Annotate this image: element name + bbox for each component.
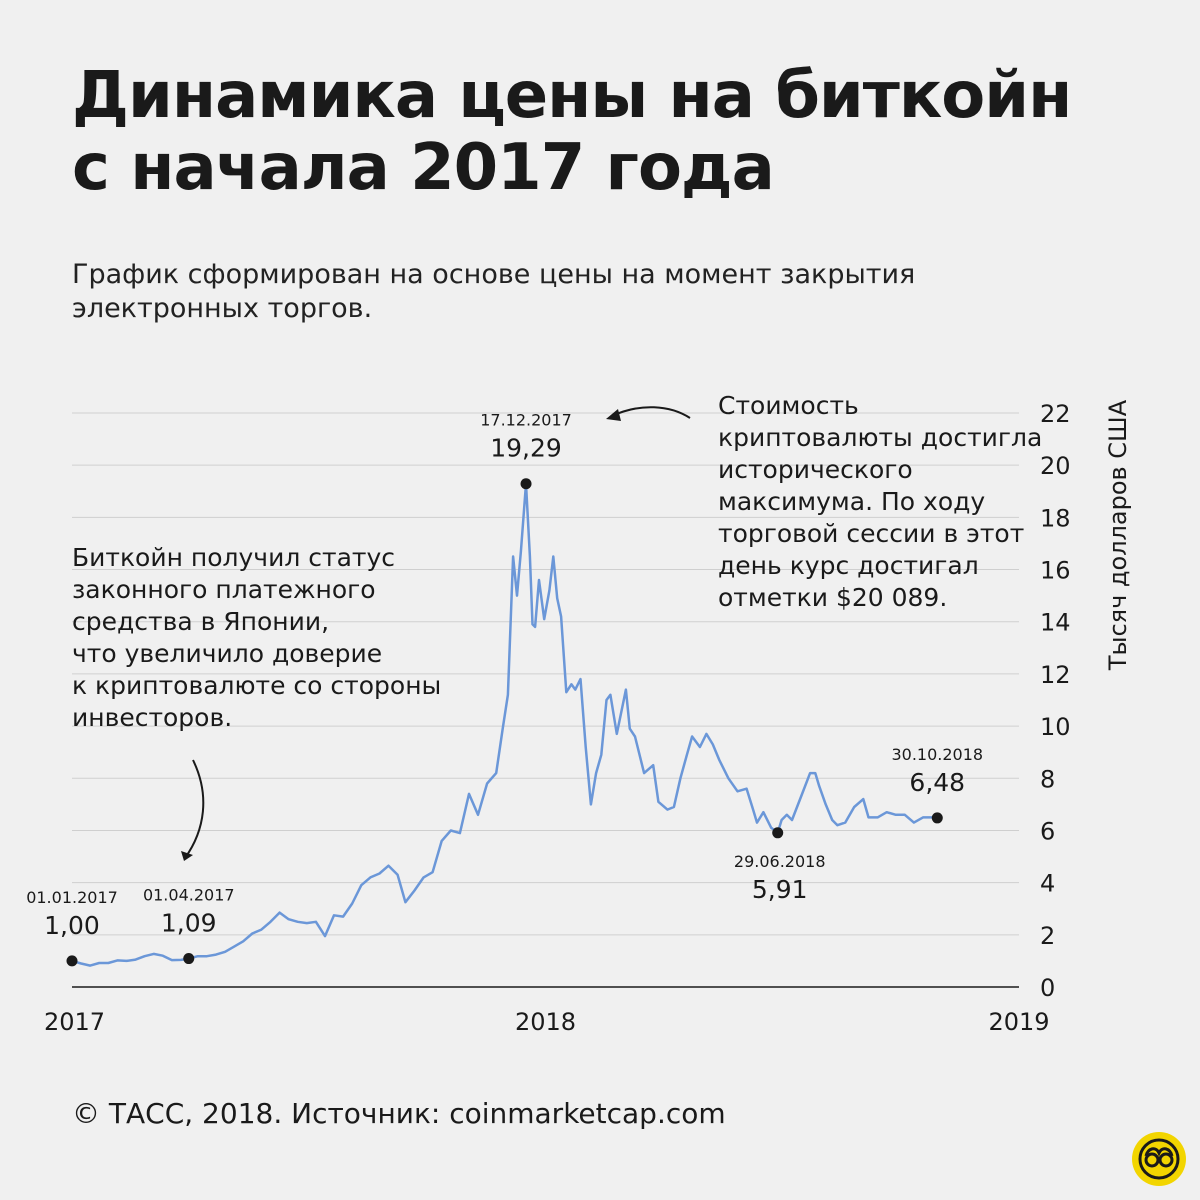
y-tick-label: 6 bbox=[1040, 817, 1055, 845]
y-axis-label: Тысяч долларов США bbox=[1104, 399, 1132, 671]
annotation-japan: Биткойн получил статус законного платежн… bbox=[72, 542, 441, 734]
subtitle-line-1: График сформирован на основе цены на мом… bbox=[72, 259, 916, 290]
price-marker-dot bbox=[520, 478, 532, 490]
marker-date-label: 01.01.2017 bbox=[26, 888, 118, 907]
annotation-peak: Стоимость криптовалюты достигла историче… bbox=[718, 390, 1042, 614]
marker-value-label: 1,09 bbox=[161, 909, 217, 938]
price-markers: 01.01.2017 1,00 01.04.2017 1,09 17.12.2017 19… bbox=[26, 411, 983, 967]
axis-ticks: 0 2 4 6 8 10 12 14 16 18 20 22 2017 2018 2019 bbox=[44, 400, 1071, 1036]
grid bbox=[72, 412, 1019, 988]
annotation-peak-line: торговой сессии в этот bbox=[718, 519, 1025, 548]
annotation-peak-line: Стоимость bbox=[718, 391, 859, 420]
marker-date-label: 01.04.2017 bbox=[143, 886, 235, 905]
annotation-peak-line: день курс достигал bbox=[718, 551, 979, 580]
annotation-peak-line: отметки $20 089. bbox=[718, 583, 948, 612]
title-line-2: с начала 2017 года bbox=[72, 131, 775, 205]
tass-logo-icon bbox=[1132, 1132, 1186, 1186]
y-tick-label: 8 bbox=[1040, 765, 1055, 793]
y-tick-label: 22 bbox=[1040, 400, 1071, 428]
marker-value-label: 1,00 bbox=[44, 911, 100, 940]
y-tick-label: 12 bbox=[1040, 661, 1071, 689]
y-tick-label: 18 bbox=[1040, 504, 1071, 532]
x-tick-label: 2017 bbox=[44, 1008, 105, 1036]
y-tick-label: 20 bbox=[1040, 452, 1071, 480]
annotation-japan-line: к криптовалюте со стороны bbox=[72, 671, 442, 700]
annotation-japan-line: Биткойн получил статус bbox=[72, 543, 395, 572]
marker-value-label: 5,91 bbox=[752, 875, 808, 904]
annotation-japan-line: инвесторов. bbox=[72, 703, 233, 732]
y-tick-label: 10 bbox=[1040, 713, 1071, 741]
marker-date-label: 30.10.2018 bbox=[891, 745, 983, 764]
y-tick-label: 0 bbox=[1040, 974, 1055, 1002]
title-line-1: Динамика цены на биткойн bbox=[72, 59, 1072, 133]
price-marker-dot bbox=[931, 812, 943, 824]
y-tick-label: 16 bbox=[1040, 557, 1071, 585]
japan-arrow bbox=[184, 759, 205, 859]
y-tick-label: 2 bbox=[1040, 922, 1055, 950]
x-tick-label: 2019 bbox=[988, 1008, 1049, 1036]
subtitle-line-2: электронных торгов. bbox=[72, 293, 373, 324]
subtitle: График сформирован на основе цены на мом… bbox=[72, 258, 1072, 326]
marker-value-label: 19,29 bbox=[490, 434, 562, 463]
annotation-japan-line: что увеличило доверие bbox=[72, 639, 383, 668]
annotation-japan-line: средства в Японии, bbox=[72, 607, 330, 636]
x-tick-label: 2018 bbox=[515, 1008, 576, 1036]
y-tick-label: 4 bbox=[1040, 870, 1055, 898]
marker-date-label: 29.06.2018 bbox=[734, 852, 826, 871]
marker-value-label: 6,48 bbox=[909, 768, 965, 797]
annotation-peak-line: максимума. По ходу bbox=[718, 487, 986, 516]
japan-arrowhead bbox=[181, 851, 193, 861]
annotation-arrows bbox=[181, 406, 691, 861]
y-tick-label: 14 bbox=[1040, 609, 1071, 637]
price-marker-dot bbox=[772, 827, 784, 839]
annotation-japan-line: законного платежного bbox=[72, 575, 376, 604]
peak-arrowhead bbox=[606, 409, 621, 421]
peak-arrow bbox=[611, 406, 691, 419]
price-marker-dot bbox=[183, 953, 195, 965]
annotation-peak-line: криптовалюты достигла bbox=[718, 423, 1043, 452]
price-marker-dot bbox=[66, 955, 78, 967]
page-title: Динамика цены на биткойн с начала 2017 г… bbox=[72, 60, 1152, 204]
marker-date-label: 17.12.2017 bbox=[480, 411, 572, 430]
price-line bbox=[71, 482, 938, 967]
annotation-peak-line: исторического bbox=[718, 455, 913, 484]
source-footer: © ТАСС, 2018. Источник: coinmarketcap.co… bbox=[72, 1097, 726, 1130]
